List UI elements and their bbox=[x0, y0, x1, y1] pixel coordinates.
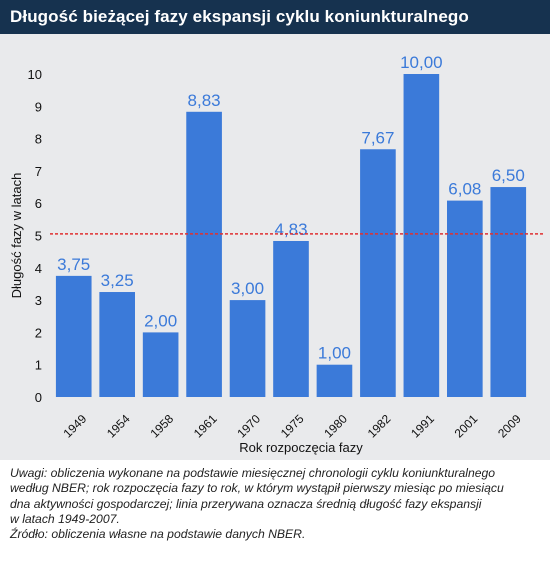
x-tick-label: 2009 bbox=[495, 412, 524, 441]
bar bbox=[142, 332, 179, 397]
y-tick-label: 0 bbox=[35, 390, 42, 405]
bar-chart: 0 1 2 3 4 5 6 7 8 9 10 Długość fazy w latach 3,75 194… bbox=[9, 53, 545, 455]
data-label: 6,08 bbox=[448, 180, 481, 199]
bar bbox=[490, 187, 527, 397]
data-label: 10,00 bbox=[400, 53, 443, 72]
y-axis-title: Długość fazy w latach bbox=[9, 173, 24, 299]
x-tick-label: 2001 bbox=[452, 412, 481, 441]
bar bbox=[316, 364, 353, 397]
y-tick-label: 10 bbox=[28, 67, 42, 82]
notes-line: w latach 1949-2007. bbox=[10, 511, 120, 526]
data-label: 3,25 bbox=[101, 271, 134, 290]
x-tick-label: 1982 bbox=[365, 412, 394, 441]
chart-title: Długość bieżącej fazy ekspansji cyklu ko… bbox=[10, 7, 469, 26]
data-label: 3,00 bbox=[231, 279, 264, 298]
bar bbox=[55, 275, 92, 397]
y-tick-label: 2 bbox=[35, 325, 42, 340]
chart-notes: Uwagi: obliczenia wykonane na podstawie … bbox=[10, 466, 545, 542]
x-tick-label: 1991 bbox=[408, 412, 437, 441]
data-label: 1,00 bbox=[318, 344, 351, 363]
data-label: 7,67 bbox=[361, 128, 394, 147]
y-tick-label: 7 bbox=[35, 164, 42, 179]
data-label: 2,00 bbox=[144, 311, 177, 330]
bar bbox=[447, 200, 483, 397]
data-label: 8,83 bbox=[188, 91, 221, 110]
x-tick-label: 1954 bbox=[104, 412, 133, 441]
y-tick-label: 8 bbox=[35, 132, 42, 147]
data-label: 3,75 bbox=[57, 255, 90, 274]
bar bbox=[360, 149, 396, 397]
y-tick-label: 5 bbox=[35, 229, 42, 244]
x-tick-label: 1958 bbox=[147, 412, 176, 441]
bar bbox=[186, 111, 222, 397]
data-label: 6,50 bbox=[492, 166, 525, 185]
source-line: Źródło: obliczenia własne na podstawie d… bbox=[10, 527, 306, 542]
bar bbox=[403, 74, 440, 397]
bar bbox=[99, 292, 135, 397]
x-tick-label: 1980 bbox=[321, 412, 350, 441]
x-axis-title: Rok rozpoczęcia fazy bbox=[239, 440, 363, 455]
notes-line: dna aktywności gospodarczej; linia przer… bbox=[10, 496, 482, 511]
notes-line: według NBER; rok rozpoczęcia fazy to rok… bbox=[10, 481, 504, 496]
x-tick-label: 1970 bbox=[234, 412, 263, 441]
data-label: 4,83 bbox=[274, 220, 307, 239]
chart-header: Długość bieżącej fazy ekspansji cyklu ko… bbox=[0, 0, 550, 34]
y-tick-label: 6 bbox=[35, 196, 42, 211]
y-tick-label: 4 bbox=[35, 261, 42, 276]
x-tick-label: 1975 bbox=[278, 412, 307, 441]
y-tick-label: 3 bbox=[35, 293, 42, 308]
bar bbox=[229, 300, 266, 397]
x-tick-label: 1961 bbox=[191, 412, 220, 441]
y-tick-label: 9 bbox=[35, 99, 42, 114]
notes-line: Uwagi: obliczenia wykonane na podstawie … bbox=[10, 466, 496, 480]
y-tick-label: 1 bbox=[35, 358, 42, 373]
bar bbox=[273, 240, 309, 397]
x-tick-label: 1949 bbox=[61, 412, 90, 441]
